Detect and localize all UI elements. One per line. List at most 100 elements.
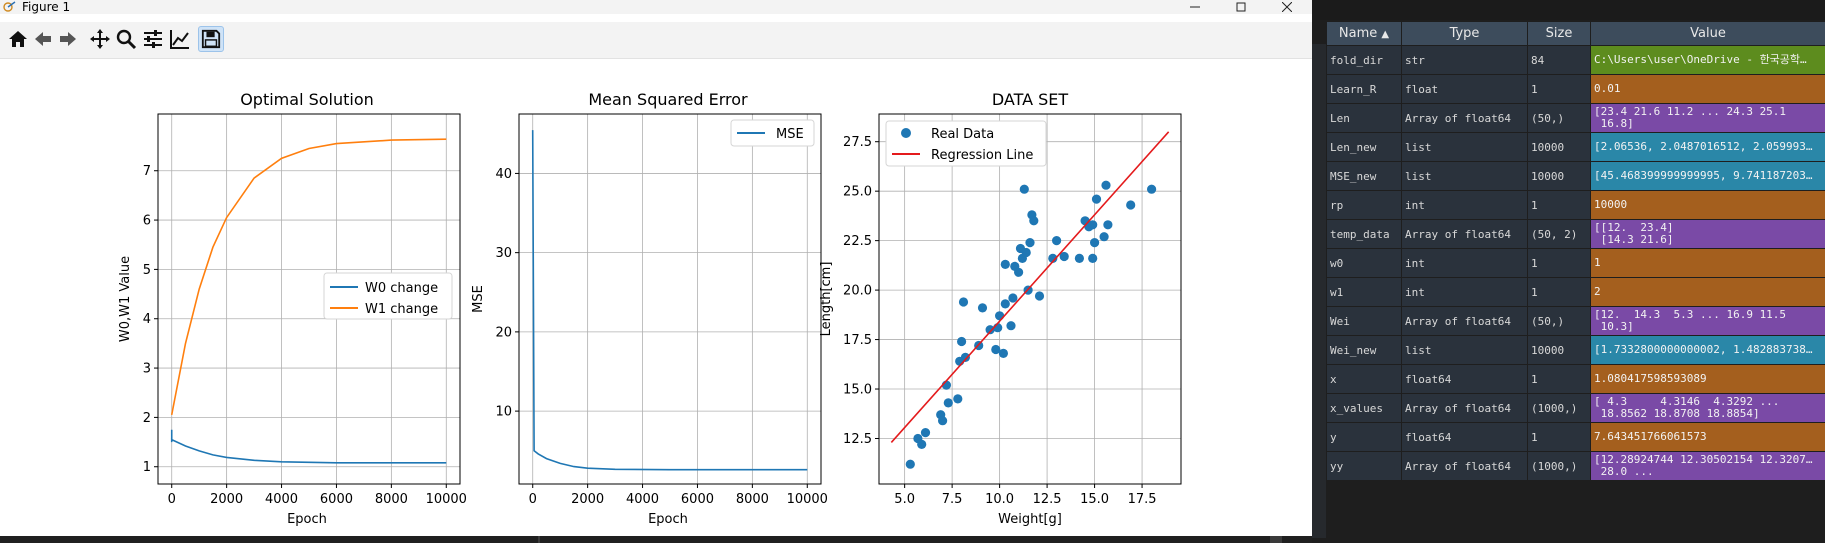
- variable-size: (1000,): [1527, 451, 1591, 481]
- variable-explorer-toolbar: [1312, 0, 1825, 20]
- column-header-name[interactable]: Name ▲: [1326, 21, 1402, 46]
- maximize-button[interactable]: [1218, 0, 1264, 14]
- variable-row[interactable]: rp int 1 10000: [1326, 190, 1825, 220]
- variable-row[interactable]: yy Array of float64 (1000,) [12.28924744 12…: [1326, 451, 1825, 481]
- save-button[interactable]: [198, 26, 224, 52]
- data-point: [1099, 232, 1109, 242]
- legend-real-data-swatch: [901, 128, 911, 138]
- data-point: [1059, 251, 1069, 262]
- window-bottom-strip: [0, 536, 1312, 543]
- variable-size: (1000,): [1527, 393, 1591, 423]
- data-point: [1034, 291, 1045, 301]
- figure-canvas[interactable]: Optimal Solution Epoch W0,W1 Value 0 2000…: [0, 59, 1312, 529]
- variable-type: Array of float64: [1401, 451, 1528, 481]
- data-point: [1019, 184, 1029, 194]
- chart3-ylabel: Length[cm]: [819, 262, 834, 337]
- variable-row[interactable]: Len_new list 10000 [2.06536, 2.0487016512, …: [1326, 132, 1825, 162]
- variable-type: int: [1401, 277, 1528, 307]
- variable-row[interactable]: MSE_new list 10000 [45.468399999999995, 9.7…: [1326, 161, 1825, 191]
- variable-row[interactable]: Wei_new list 10000 [1.7332800000000002, 1.4…: [1326, 335, 1825, 365]
- variable-type: Array of float64: [1401, 393, 1528, 423]
- data-point: [1090, 238, 1100, 248]
- data-point: [991, 344, 1001, 355]
- variable-type: Array of float64: [1401, 219, 1528, 249]
- variable-size: (50,): [1527, 103, 1591, 133]
- variable-type: float: [1401, 74, 1528, 104]
- data-point: [953, 394, 963, 404]
- variable-type: float64: [1401, 364, 1528, 394]
- variable-value: [[12. 23.4] [14.3 21.6]: [1590, 219, 1825, 249]
- variable-name: Len_new: [1326, 132, 1402, 162]
- column-header-size[interactable]: Size: [1527, 21, 1591, 46]
- column-header-type[interactable]: Type: [1401, 21, 1528, 46]
- pan-button[interactable]: [87, 26, 113, 52]
- x-tick-label: 15.0: [1080, 492, 1109, 507]
- data-point: [1088, 220, 1098, 230]
- zoom-button[interactable]: [113, 26, 139, 52]
- variable-row[interactable]: Wei Array of float64 (50,) [12. 14.3 5.3 ..…: [1326, 306, 1825, 336]
- minimize-button[interactable]: [1172, 0, 1218, 14]
- edit-axes-button[interactable]: [167, 26, 193, 52]
- matplotlib-app-icon: [3, 1, 16, 12]
- variable-size: 10000: [1527, 161, 1591, 191]
- variable-size: 1: [1527, 364, 1591, 394]
- data-point: [998, 348, 1009, 358]
- configure-subplots-button[interactable]: [140, 26, 166, 52]
- chart-data-set: DATA SET Weight[g] Length[cm] 5.0 7.5 10.0…: [819, 90, 1182, 527]
- data-point: [1126, 200, 1136, 210]
- x-tick-label: 2000: [571, 492, 604, 507]
- variable-name: w1: [1326, 277, 1402, 307]
- zoom-icon: [116, 29, 137, 50]
- variable-type: int: [1401, 190, 1528, 220]
- data-point: [1088, 253, 1098, 263]
- forward-arrow-icon: [60, 32, 76, 46]
- home-button[interactable]: [5, 26, 31, 52]
- forward-button[interactable]: [55, 26, 81, 52]
- variable-size: 1: [1527, 190, 1591, 220]
- variable-row[interactable]: Len Array of float64 (50,) [23.4 21.6 11.2 …: [1326, 103, 1825, 133]
- data-point: [905, 459, 915, 469]
- variable-name: Wei: [1326, 306, 1402, 336]
- variable-value: [23.4 21.6 11.2 ... 24.3 25.1 16.8]: [1590, 103, 1825, 133]
- variable-value: [1.7332800000000002, 1.482883738…: [1590, 335, 1825, 365]
- chart3-ticks: 5.0 7.5 10.0 12.5 15.0 17.5 12.5 15.0 17.5 20.0 22…: [843, 135, 1156, 507]
- y-tick-label: 17.5: [843, 333, 872, 348]
- y-tick-label: 40: [495, 167, 512, 182]
- variable-name: fold_dir: [1326, 45, 1402, 75]
- variable-row[interactable]: x_values Array of float64 (1000,)[ 4.3 4.3…: [1326, 393, 1825, 423]
- close-button[interactable]: [1264, 0, 1310, 14]
- data-point: [920, 428, 931, 438]
- back-button[interactable]: [30, 26, 56, 52]
- x-tick-label: 6000: [681, 492, 714, 507]
- variable-row[interactable]: Learn_R float 1 0.01: [1326, 74, 1825, 104]
- x-tick-label: 6000: [320, 492, 353, 507]
- chart-mean-squared-error: Mean Squared Error Epoch MSE 0 2000 4000 60…: [471, 90, 828, 527]
- variable-value: 10000: [1590, 190, 1825, 220]
- y-tick-label: 27.5: [843, 135, 872, 150]
- chart3-xlabel: Weight[g]: [998, 512, 1062, 527]
- y-tick-label: 25.0: [843, 185, 872, 200]
- data-point: [957, 336, 967, 347]
- variable-name: Learn_R: [1326, 74, 1402, 104]
- variable-type: list: [1401, 161, 1528, 191]
- y-tick-label: 30: [495, 246, 512, 261]
- chart2-legend-box: [730, 119, 815, 147]
- save-icon: [201, 29, 221, 49]
- variable-row[interactable]: temp_data Array of float64 (50, 2) [[12. 23…: [1326, 219, 1825, 249]
- edit-axes-icon: [170, 30, 189, 49]
- chart1-title: Optimal Solution: [240, 90, 374, 109]
- variable-row[interactable]: y float64 1 7.643451766061573: [1326, 422, 1825, 452]
- figure-svg: Optimal Solution Epoch W0,W1 Value 0 2000…: [118, 90, 1182, 527]
- variable-size: 84: [1527, 45, 1591, 75]
- series-line-mse: [531, 130, 808, 471]
- data-point: [1029, 216, 1039, 226]
- variable-row[interactable]: w1 int 1 2: [1326, 277, 1825, 307]
- column-header-value[interactable]: Value: [1590, 21, 1825, 46]
- configure-subplots-icon: [144, 30, 162, 48]
- variable-row[interactable]: x float64 1 1.080417598593089: [1326, 364, 1825, 394]
- variable-row[interactable]: fold_dir str 84 C:\Users\user\OneDrive - 한국…: [1326, 45, 1825, 75]
- data-point: [938, 416, 948, 426]
- variable-row[interactable]: w0 int 1 1: [1326, 248, 1825, 278]
- variable-value: C:\Users\user\OneDrive - 한국공학…: [1590, 45, 1825, 75]
- y-tick-label: 22.5: [843, 234, 872, 249]
